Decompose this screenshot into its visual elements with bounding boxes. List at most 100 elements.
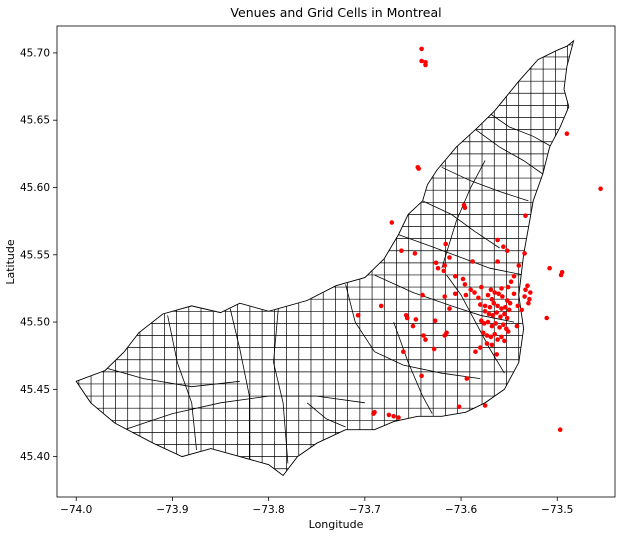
x-tick-label: −73.5 xyxy=(541,504,573,516)
venue-point xyxy=(412,251,418,256)
venue-point xyxy=(502,338,507,344)
venue-point xyxy=(497,325,502,330)
venue-point xyxy=(441,268,447,274)
venue-point xyxy=(494,310,500,315)
x-tick-label: −73.7 xyxy=(349,504,381,516)
venue-point xyxy=(499,286,504,291)
venue-point xyxy=(558,272,564,278)
y-tick-label: 45.65 xyxy=(20,115,50,127)
venue-point xyxy=(413,317,419,322)
venue-point xyxy=(410,323,416,329)
venue-point xyxy=(355,313,361,318)
venue-point xyxy=(396,415,401,420)
venue-point xyxy=(481,321,487,326)
x-axis-label: Longitude xyxy=(309,518,364,531)
venue-point xyxy=(485,319,491,325)
venue-point xyxy=(416,166,422,171)
venue-point xyxy=(511,274,517,279)
borough-boundary xyxy=(441,166,529,202)
venue-point xyxy=(505,329,511,334)
venue-point xyxy=(493,321,499,326)
venue-point xyxy=(506,307,512,313)
y-tick-label: 45.40 xyxy=(20,451,50,463)
venue-point xyxy=(557,427,563,433)
venue-point xyxy=(442,294,448,299)
venue-point xyxy=(516,263,522,268)
venue-point xyxy=(433,260,439,266)
venue-point xyxy=(501,244,506,249)
venue-point xyxy=(443,241,449,247)
venue-point xyxy=(479,318,484,324)
venue-point xyxy=(468,287,474,293)
y-tick-label: 45.70 xyxy=(20,47,50,59)
venue-point xyxy=(419,373,424,379)
venue-point xyxy=(485,292,491,298)
venue-point xyxy=(480,330,486,336)
y-axis: 45.40 45.45 45.50 45.55 45.60 45.65 45.70 xyxy=(20,47,57,463)
borough-boundary xyxy=(273,308,289,464)
venue-point xyxy=(470,259,475,264)
x-tick-label: −73.6 xyxy=(445,504,477,516)
borough-boundary xyxy=(306,402,346,428)
venue-point xyxy=(420,292,425,298)
venue-point xyxy=(462,282,468,287)
venue-point xyxy=(419,58,424,64)
venue-point xyxy=(487,305,493,310)
venue-point xyxy=(488,287,494,293)
venue-point xyxy=(544,315,549,321)
venue-point xyxy=(444,330,449,336)
chart-title: Venues and Grid Cells in Montreal xyxy=(230,5,441,20)
borough-boundary xyxy=(446,274,505,374)
venue-point xyxy=(511,291,517,297)
borough-boundary xyxy=(167,315,197,450)
borough-boundary xyxy=(124,395,365,431)
venue-point xyxy=(463,292,469,298)
venue-point xyxy=(490,313,496,318)
venue-point xyxy=(525,283,530,289)
venue-point xyxy=(391,414,397,419)
y-tick-label: 45.50 xyxy=(20,317,50,329)
venue-point xyxy=(489,323,495,329)
venue-point xyxy=(478,302,483,307)
venue-point xyxy=(547,265,552,271)
venue-point xyxy=(526,300,531,306)
venue-point xyxy=(389,220,395,225)
venue-point xyxy=(523,287,528,293)
plot-area xyxy=(75,39,603,477)
venue-point xyxy=(442,263,448,268)
venue-point xyxy=(378,303,384,309)
venue-point xyxy=(484,341,490,346)
venue-point xyxy=(371,411,376,416)
venue-point xyxy=(482,403,488,408)
venue-point xyxy=(495,259,500,264)
venue-point xyxy=(404,315,410,321)
venue-point xyxy=(496,291,501,297)
venue-point xyxy=(432,318,438,324)
venue-point xyxy=(491,300,497,306)
venue-point xyxy=(488,334,494,340)
venue-point xyxy=(495,303,500,309)
venue-point xyxy=(386,412,392,418)
grid-cells xyxy=(76,40,574,476)
venue-point xyxy=(419,46,424,52)
venue-point xyxy=(564,131,570,136)
venue-point xyxy=(522,294,527,299)
venue-point xyxy=(484,333,490,338)
y-tick-label: 45.55 xyxy=(20,249,50,261)
plot-frame xyxy=(56,25,616,498)
venue-point xyxy=(453,291,458,297)
x-axis: −74.0 −73.9 −73.8 −73.7 −73.6 −73.5 xyxy=(60,497,573,516)
venue-point xyxy=(507,300,513,306)
venue-point xyxy=(479,284,484,290)
venue-point xyxy=(399,248,404,253)
venue-point xyxy=(519,307,524,313)
venue-point xyxy=(499,306,504,311)
venue-point xyxy=(456,404,462,410)
venue-point xyxy=(489,342,495,348)
venue-point xyxy=(500,294,505,299)
venue-point xyxy=(494,352,500,357)
x-tick-label: −73.9 xyxy=(156,504,188,516)
venue-point xyxy=(492,290,498,295)
borough-boundary xyxy=(393,321,433,414)
venue-point xyxy=(486,311,492,317)
